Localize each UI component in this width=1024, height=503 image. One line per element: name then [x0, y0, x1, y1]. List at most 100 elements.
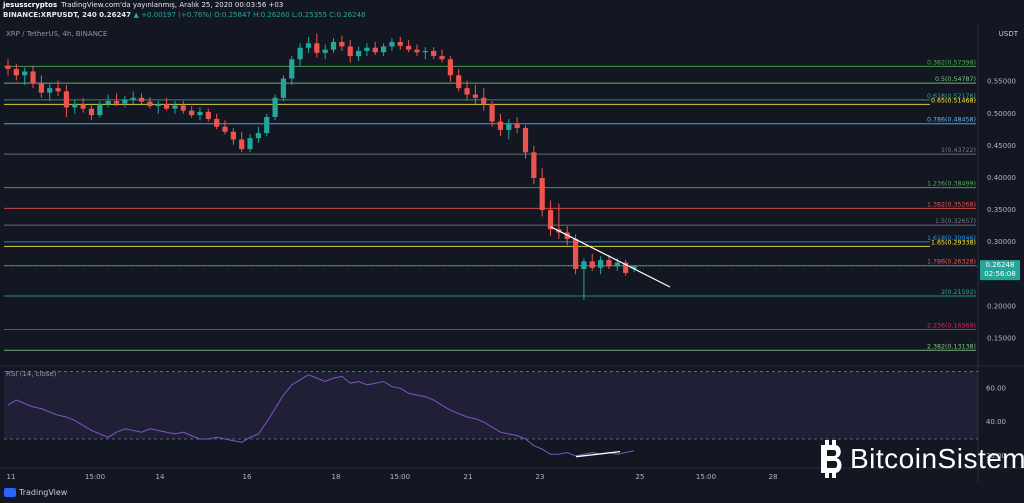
candle-body	[347, 46, 353, 57]
tradingview-footer[interactable]: TradingView	[4, 488, 67, 497]
author-name[interactable]: jesusscryptos	[3, 1, 58, 9]
candle-body	[431, 50, 437, 57]
price-tag-label: 0.26248	[986, 261, 1015, 269]
candle-body	[155, 104, 161, 107]
candle-body	[280, 78, 287, 98]
time-tick-label: 15:00	[85, 473, 105, 481]
candle-body	[222, 126, 228, 132]
candle-body	[539, 177, 545, 211]
candle-body	[397, 41, 403, 46]
trendline	[550, 226, 671, 288]
time-tick-label: 11	[7, 473, 16, 481]
time-tick-label: 15:00	[390, 473, 410, 481]
time-tick-label: 15:00	[696, 473, 716, 481]
rsi-legend[interactable]: RSI (14, close)	[6, 370, 57, 378]
candle-body	[372, 47, 378, 53]
fib-level-label: 2.382(0.13138)	[927, 343, 976, 350]
candle-body	[255, 133, 261, 139]
price-tag	[980, 260, 1020, 281]
time-tick-label: 16	[243, 473, 252, 481]
price-tick-label: 0.20000	[987, 302, 1016, 310]
candle-body	[147, 101, 153, 107]
candle-body	[97, 104, 103, 116]
candle-body	[330, 41, 337, 50]
fib-level-label: 0.618(0.52176)	[927, 93, 976, 100]
candle-body	[130, 97, 136, 100]
fib-label-bg	[930, 241, 976, 251]
candle-body	[406, 45, 412, 50]
fib-level-label: 1(0.43722)	[941, 147, 976, 154]
footer-label: TradingView	[19, 488, 68, 497]
candle-body	[138, 97, 145, 102]
candle-body	[55, 88, 61, 92]
candle-body	[355, 50, 362, 57]
candle-body	[197, 111, 203, 116]
candle-body	[264, 117, 270, 134]
rsi-tick-label: 60.00	[986, 384, 1006, 392]
candle-body	[88, 108, 95, 116]
fib-level-label: 1.236(0.38499)	[927, 181, 976, 188]
candle-body	[422, 50, 428, 53]
candle-body	[506, 123, 512, 130]
currency-label: USDT	[998, 30, 1018, 38]
candle-body	[489, 104, 495, 122]
time-tick-label: 18	[332, 473, 341, 481]
candle-body	[305, 43, 312, 48]
brand-name: BitcoinSistemi	[850, 443, 1024, 474]
price-tick-label: 0.50000	[987, 110, 1016, 118]
candle-body	[531, 152, 537, 178]
candle-body	[272, 97, 278, 118]
candle-body	[623, 262, 629, 273]
fib-level-label: 2.236(0.16369)	[927, 323, 976, 330]
price-tick-label: 0.55000	[987, 78, 1016, 86]
price-tick-label: 0.45000	[987, 142, 1016, 150]
fib-level-label: 0.786(0.48458)	[927, 117, 976, 124]
brand-watermark: BitcoinSistemi	[818, 440, 1024, 478]
candle-body	[30, 71, 36, 84]
candle-body	[72, 104, 78, 108]
fib-level-label: 0.382(0.57398)	[927, 59, 976, 66]
candle-body	[514, 123, 520, 128]
tradingview-logo-icon	[4, 488, 16, 497]
time-tick-label: 23	[536, 473, 545, 481]
fib-level-label: 2(0.21592)	[941, 289, 976, 296]
publish-line: jesusscryptos TradingView.com'da yayınlan…	[3, 1, 283, 9]
candle-body	[214, 118, 220, 127]
candle-body	[472, 94, 479, 98]
candle-body	[13, 68, 19, 76]
candle-body	[339, 41, 345, 47]
candle-body	[364, 47, 370, 51]
series-legend[interactable]: XRP / TetherUS, 4h, BINANCE	[6, 30, 108, 38]
candle-body	[297, 47, 303, 60]
price-tick-label: 0.30000	[987, 238, 1016, 246]
candle-body	[581, 261, 587, 270]
candle-body	[456, 75, 462, 89]
time-tick-label: 21	[464, 473, 473, 481]
candle-body	[598, 260, 604, 268]
candle-body	[247, 138, 253, 150]
candle-body	[22, 71, 28, 76]
candle-body	[497, 121, 504, 130]
candle-body	[481, 97, 487, 105]
fib-level-label: 0.5(0.54787)	[935, 76, 976, 83]
time-tick-label: 25	[636, 473, 645, 481]
symbol-info: BINANCE:XRPUSDT, 240 0.26247	[3, 11, 132, 19]
candle-body	[631, 266, 637, 269]
candle-body	[205, 111, 211, 119]
rsi-tick-label: 20.00	[986, 452, 1006, 460]
candle-body	[547, 210, 554, 230]
candle-body	[113, 100, 120, 104]
fib-level-label: 1.618(0.30046)	[927, 235, 976, 242]
candle-body	[572, 238, 579, 270]
fib-label-bg	[930, 99, 976, 109]
candle-body	[47, 88, 53, 93]
candle-body	[80, 104, 86, 109]
candle-body	[172, 105, 178, 109]
fib-label-bg	[930, 236, 976, 246]
candle-body	[289, 59, 295, 79]
ohlc-values: O:0.25847 H:0.26260 L:0.25355 C:0.26248	[214, 11, 366, 19]
bitcoin-logo-icon	[821, 440, 842, 478]
candle-body	[522, 127, 529, 153]
time-tick-label: 14	[156, 473, 165, 481]
